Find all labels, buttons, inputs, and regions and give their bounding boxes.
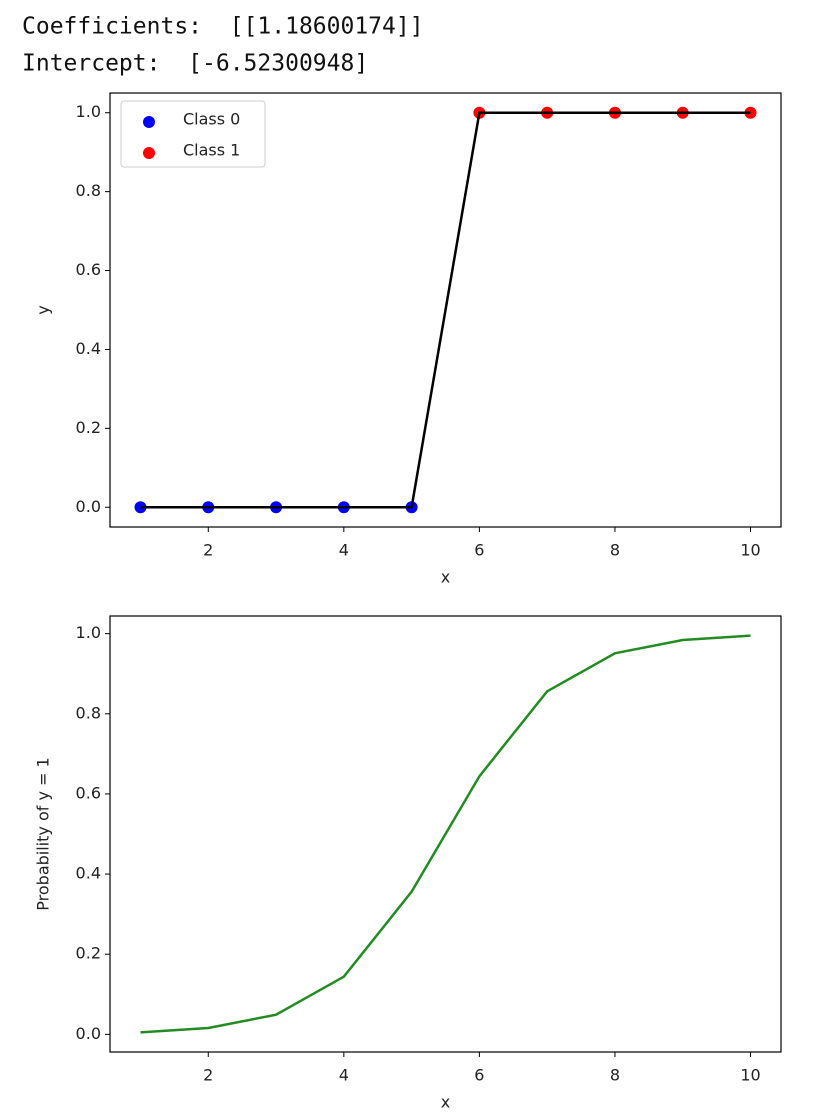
y-tick-label: 0.4 (76, 339, 101, 358)
x-tick-label: 2 (203, 1066, 213, 1085)
y-tick-label: 0.8 (76, 703, 101, 722)
console-line: Intercept: [-6.52300948] (22, 51, 368, 77)
legend-marker (143, 116, 155, 128)
fit-line (140, 111, 751, 509)
y-tick-label: 0.0 (76, 497, 101, 516)
y-tick-label: 0.8 (76, 181, 101, 200)
legend-box (120, 100, 266, 168)
x-tick-label: 8 (610, 1066, 620, 1085)
x-tick-label: 4 (339, 541, 349, 560)
x-tick-label: 4 (339, 1066, 349, 1085)
legend-marker (143, 147, 155, 159)
y-axis-label: y (34, 305, 53, 314)
x-axis-label: x (441, 1093, 450, 1112)
y-tick-label: 0.0 (76, 1024, 101, 1043)
x-tick-label: 6 (474, 541, 484, 560)
x-tick-label: 6 (474, 1066, 484, 1085)
console-line: Coefficients: [[1.18600174]] (22, 14, 424, 40)
line (140, 634, 751, 1034)
y-tick-label: 1.0 (76, 623, 101, 642)
x-axis-label: x (441, 568, 450, 587)
plot-frame (109, 92, 782, 528)
legend-label: Class 0 (183, 110, 240, 129)
y-tick-label: 0.2 (76, 418, 101, 437)
x-tick-label: 8 (610, 541, 620, 560)
y-tick-label: 0.2 (76, 944, 101, 963)
y-tick-label: 0.6 (76, 783, 101, 802)
y-axis-label: Probability of y = 1 (34, 757, 53, 910)
y-tick-label: 0.4 (76, 864, 101, 883)
y-tick-label: 0.6 (76, 260, 101, 279)
x-tick-label: 10 (740, 1066, 760, 1085)
y-tick-label: 1.0 (76, 102, 101, 121)
x-tick-label: 10 (740, 541, 760, 560)
plot-frame (109, 615, 782, 1053)
x-tick-label: 2 (203, 541, 213, 560)
legend-label: Class 1 (183, 141, 240, 160)
